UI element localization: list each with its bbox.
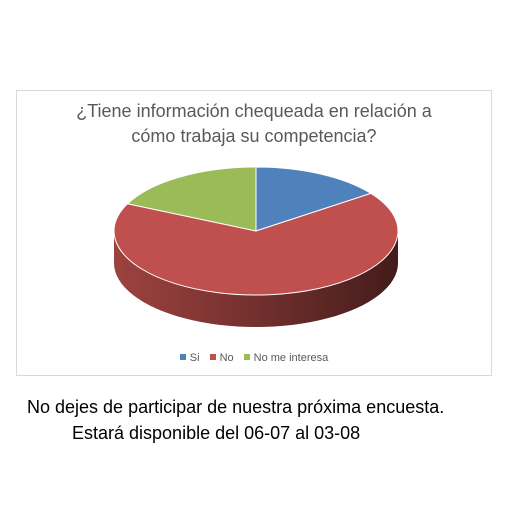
legend-label: Si <box>189 352 200 364</box>
legend-item-no: No <box>209 352 234 364</box>
footer-line-1: No dejes de participar de nuestra próxim… <box>27 397 445 417</box>
pie-side-no <box>114 231 398 327</box>
pie-chart <box>113 166 399 327</box>
pie-slice-si <box>255 166 373 232</box>
legend-label: No <box>219 352 234 364</box>
pie-slice-no <box>113 192 399 296</box>
footer-line-2: Estará disponible del 06-07 al 03-08 <box>72 423 361 443</box>
legend-item-si: Si <box>179 352 200 364</box>
pie-slice-no-me-interesa <box>126 166 257 232</box>
legend-swatch <box>209 354 216 360</box>
chart-title-line-1: ¿Tiene información chequeada en relación… <box>76 101 432 121</box>
legend-item-no-me-interesa: No me interesa <box>243 352 329 364</box>
chart-frame: ¿Tiene información chequeada en relación… <box>16 90 492 376</box>
chart-title: ¿Tiene información chequeada en relación… <box>17 99 491 149</box>
pie-sides <box>114 231 398 327</box>
legend-swatch <box>179 354 186 360</box>
legend: Si No No me interesa <box>17 352 491 364</box>
chart-title-line-2: cómo trabaja su competencia? <box>131 126 377 146</box>
legend-label: No me interesa <box>253 352 329 364</box>
pie-tops <box>113 166 399 296</box>
legend-swatch <box>243 354 250 360</box>
